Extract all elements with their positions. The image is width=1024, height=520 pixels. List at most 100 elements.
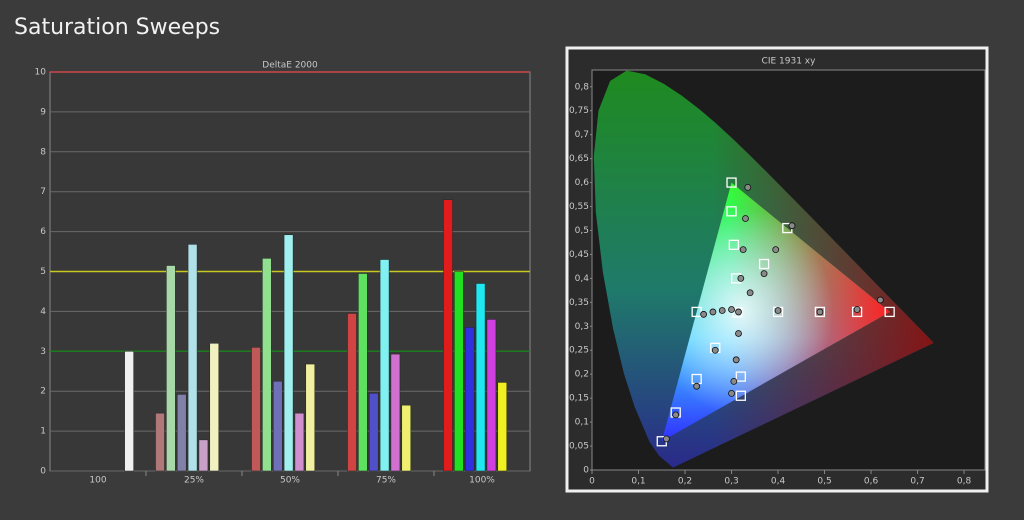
- bar: [124, 351, 134, 472]
- bar: [497, 382, 508, 472]
- measured-point: [718, 307, 726, 314]
- x-tick-label: 0,7: [910, 477, 924, 487]
- y-tick-label: 0,35: [569, 298, 589, 308]
- y-tick-label: 0,6: [575, 178, 590, 188]
- target-marker: [735, 390, 746, 401]
- y-tick-label: 6: [40, 227, 46, 237]
- bar: [272, 380, 283, 472]
- x-tick-label: 25%: [184, 476, 204, 486]
- measured-point: [728, 306, 735, 313]
- bar: [368, 392, 379, 472]
- bar: [155, 412, 165, 472]
- bar: [401, 404, 412, 472]
- x-tick-label: 100: [89, 476, 106, 486]
- measured-point: [732, 356, 740, 364]
- y-tick-label: 0,05: [569, 442, 589, 452]
- measured-point: [735, 330, 742, 337]
- y-tick-label: 9: [40, 107, 46, 117]
- measured-point: [739, 246, 747, 254]
- y-tick-label: 2: [40, 387, 46, 397]
- measured-point: [746, 289, 754, 297]
- target-marker: [691, 306, 702, 318]
- y-tick-label: 0,3: [575, 322, 589, 332]
- bar: [390, 353, 401, 472]
- bar: [464, 327, 475, 472]
- y-tick-label: 8: [40, 147, 46, 157]
- bar: [209, 343, 220, 472]
- bar: [198, 439, 209, 472]
- y-tick-label: 7: [40, 187, 46, 197]
- bar: [347, 313, 357, 472]
- measured-point: [744, 183, 752, 191]
- measured-point: [700, 310, 708, 318]
- y-tick-label: 0,4: [575, 274, 590, 284]
- y-tick-label: 5: [40, 267, 46, 277]
- measured-point: [816, 308, 824, 316]
- bar: [358, 273, 368, 472]
- measured-point: [737, 274, 745, 282]
- y-tick-label: 0,75: [569, 106, 589, 116]
- target-marker: [728, 239, 740, 251]
- bar: [176, 394, 187, 472]
- measured-point: [711, 346, 719, 354]
- measured-point: [735, 308, 742, 316]
- x-tick-label: 0,8: [957, 477, 972, 487]
- target-marker: [735, 371, 746, 382]
- measured-point: [663, 435, 670, 443]
- y-tick-label: 1: [40, 427, 46, 437]
- measured-point: [709, 308, 717, 316]
- bar: [251, 347, 261, 472]
- y-tick-label: 0,1: [575, 418, 589, 428]
- bar: [294, 412, 305, 472]
- bar: [166, 265, 176, 472]
- y-tick-label: 0,55: [569, 202, 589, 212]
- x-tick-label: 0,1: [631, 477, 645, 487]
- measured-point: [772, 246, 780, 254]
- y-tick-label: 0,25: [569, 346, 589, 356]
- x-tick-label: 0,2: [678, 477, 692, 487]
- bar: [262, 258, 272, 472]
- x-tick-label: 0,4: [771, 477, 786, 487]
- chart-title: CIE 1931 xy: [762, 57, 817, 67]
- y-tick-label: 0,15: [569, 394, 589, 404]
- measured-point: [672, 411, 680, 419]
- y-tick-label: 4: [40, 307, 46, 317]
- measured-point: [876, 296, 884, 304]
- y-tick-label: 0,45: [569, 250, 589, 260]
- x-tick-label: 0,6: [864, 477, 879, 487]
- target-marker: [726, 206, 737, 217]
- measured-point: [742, 215, 749, 222]
- measured-point: [728, 389, 735, 397]
- y-tick-label: 0,65: [569, 154, 589, 164]
- target-marker: [758, 258, 770, 270]
- page-title: Saturation Sweeps: [14, 15, 220, 40]
- measured-point: [693, 382, 701, 390]
- x-tick-label: 0,5: [817, 477, 831, 487]
- x-tick-label: 0: [589, 477, 595, 487]
- bar: [187, 244, 198, 472]
- measured-point: [853, 306, 861, 313]
- measured-point: [760, 270, 768, 277]
- y-tick-label: 0,8: [575, 82, 590, 92]
- y-tick-label: 0: [40, 467, 46, 477]
- x-tick-label: 100%: [469, 476, 495, 486]
- target-marker: [884, 306, 895, 318]
- y-tick-label: 0,2: [575, 370, 589, 380]
- chart-title: DeltaE 2000: [262, 61, 318, 71]
- bar: [379, 259, 390, 472]
- target-marker: [726, 177, 737, 188]
- y-tick-label: 0: [583, 466, 589, 476]
- y-tick-label: 3: [40, 347, 46, 357]
- bar: [475, 283, 486, 472]
- bar: [305, 363, 316, 472]
- measured-point: [774, 307, 782, 314]
- x-tick-label: 0,3: [724, 477, 738, 487]
- target-marker: [814, 306, 826, 318]
- bar: [454, 271, 464, 472]
- y-tick-label: 10: [35, 68, 47, 78]
- bar: [443, 199, 453, 472]
- y-tick-label: 0,7: [575, 130, 589, 140]
- measured-point: [788, 222, 796, 230]
- bar: [486, 319, 497, 472]
